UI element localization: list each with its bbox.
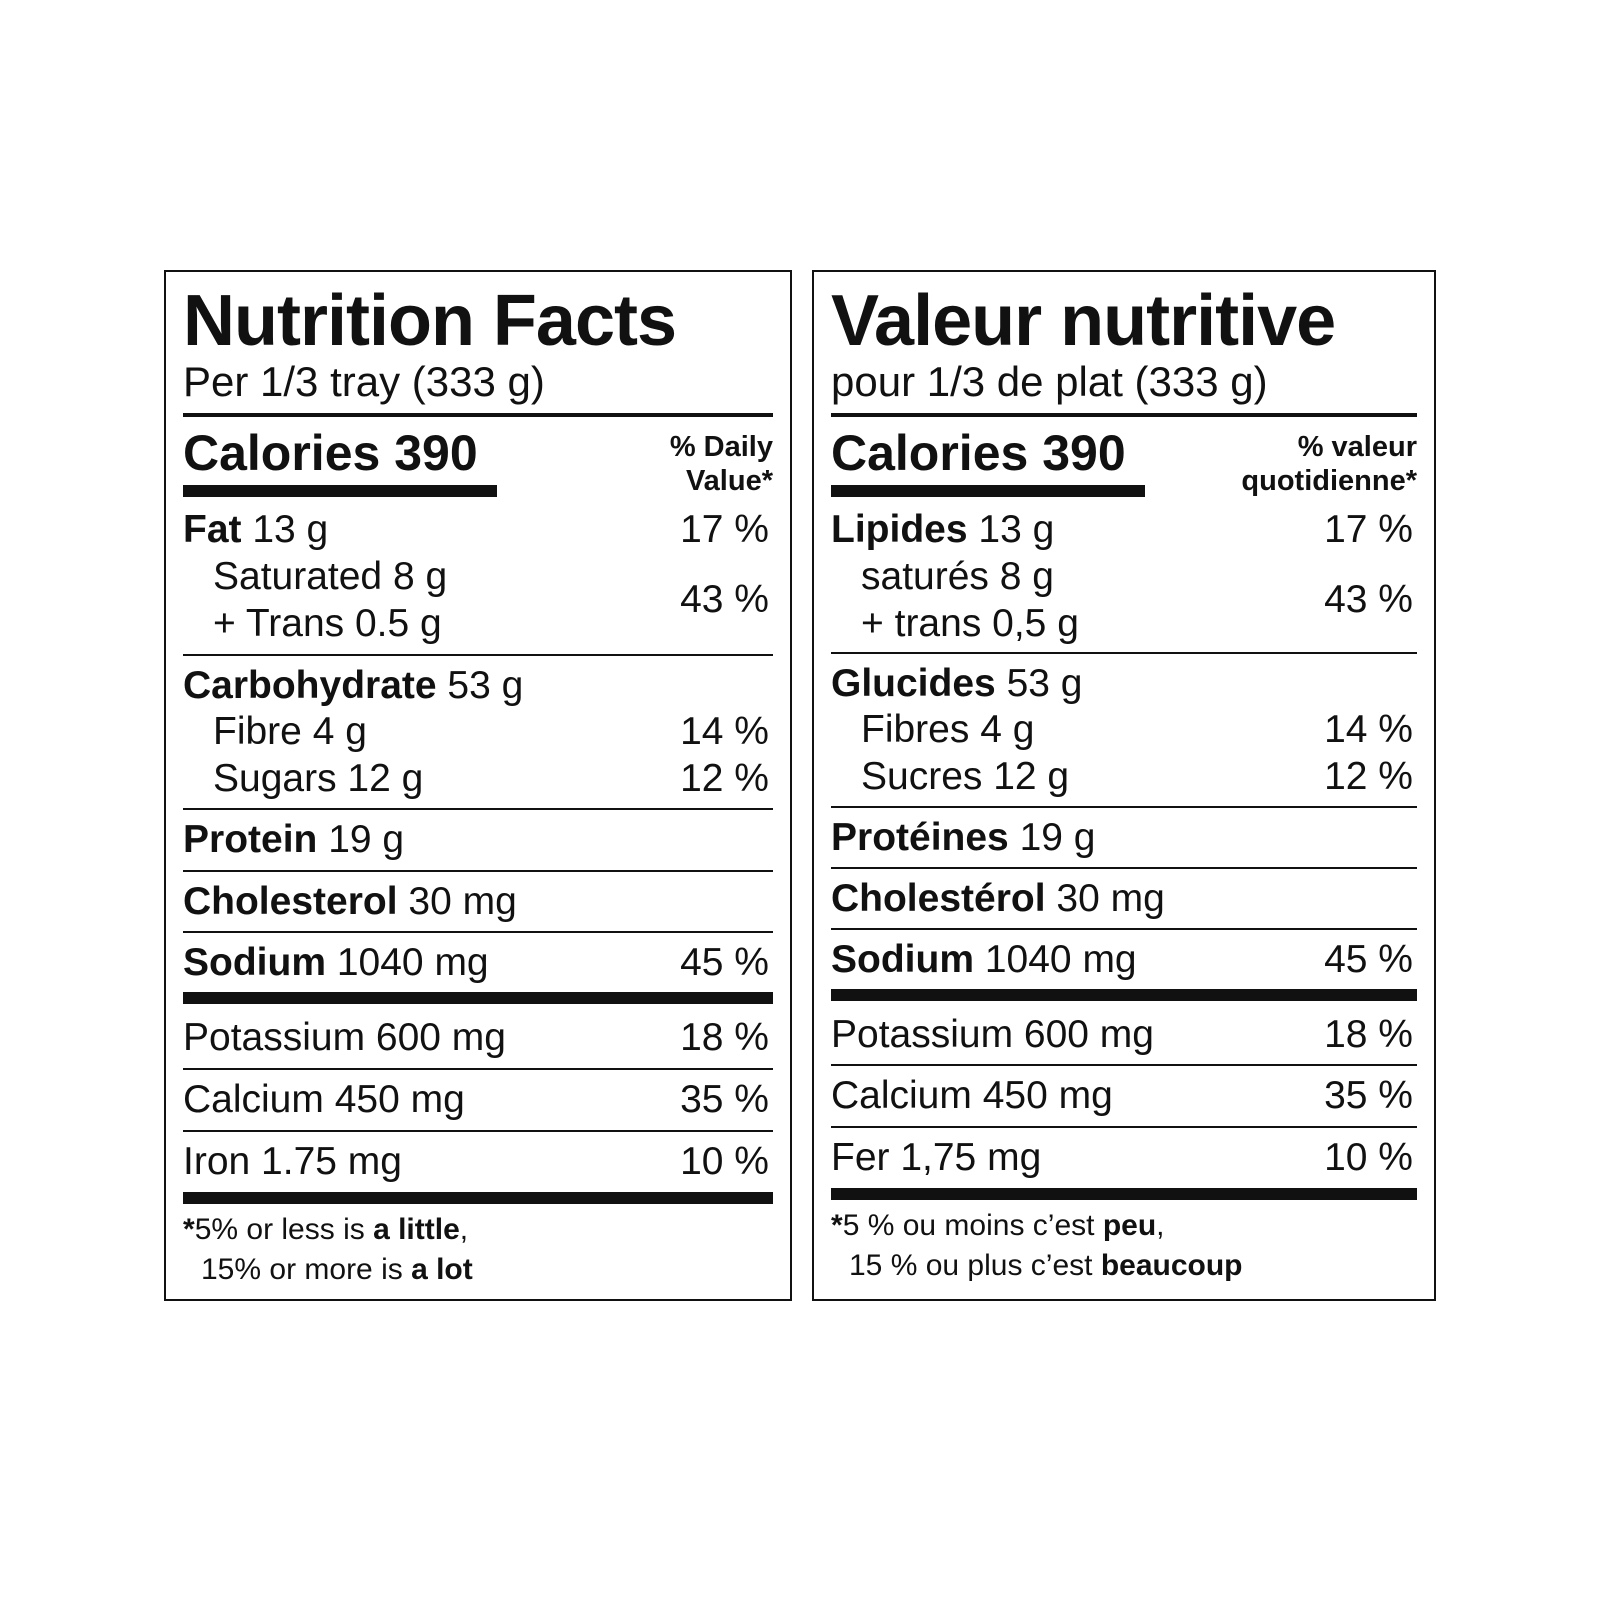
potassium-row: Potassium 600 mg xyxy=(831,1013,1154,1056)
divider xyxy=(183,808,773,810)
divider xyxy=(831,806,1417,808)
trans-row: + Trans 0.5 g xyxy=(213,602,442,645)
fat-percent: 17 % xyxy=(1324,508,1413,551)
cholesterol-row: Cholesterol 30 mg xyxy=(183,880,517,923)
fat-percent: 17 % xyxy=(680,508,769,551)
cholesterol-row: Cholestérol 30 mg xyxy=(831,877,1165,920)
protein-row: Protein 19 g xyxy=(183,818,405,861)
carbohydrate-row: Glucides 53 g xyxy=(831,662,1083,705)
divider xyxy=(831,928,1417,930)
trans-row: + trans 0,5 g xyxy=(861,602,1079,645)
divider xyxy=(831,867,1417,869)
panel-title: Nutrition Facts xyxy=(183,281,677,361)
divider xyxy=(831,1126,1417,1128)
serving-size: pour 1/3 de plat (333 g) xyxy=(831,358,1268,405)
nutrition-facts-panel-english: Nutrition Facts Per 1/3 tray (333 g) Cal… xyxy=(164,270,792,1301)
calories-label: Calories 390 xyxy=(183,425,478,481)
fat-row: Lipides 13 g xyxy=(831,508,1055,551)
divider xyxy=(831,413,1417,417)
iron-percent: 10 % xyxy=(680,1140,769,1183)
calories-label: Calories 390 xyxy=(831,425,1126,481)
divider xyxy=(183,654,773,656)
thick-divider xyxy=(831,1188,1417,1200)
potassium-row: Potassium 600 mg xyxy=(183,1016,506,1059)
thick-divider xyxy=(831,989,1417,1001)
daily-value-header: % valeur quotidienne* xyxy=(1241,431,1417,497)
footnote: *5 % ou moins c’est peu, 15 % ou plus c’… xyxy=(831,1209,1243,1282)
sugars-row: Sucres 12 g xyxy=(861,755,1070,798)
serving-size: Per 1/3 tray (333 g) xyxy=(183,358,545,405)
iron-row: Fer 1,75 mg xyxy=(831,1136,1042,1179)
calories-underline xyxy=(183,485,497,497)
nutrition-facts-panel-french: Valeur nutritive pour 1/3 de plat (333 g… xyxy=(812,270,1436,1301)
divider xyxy=(183,1130,773,1132)
footnote: *5% or less is a little, 15% or more is … xyxy=(183,1213,473,1286)
thick-divider xyxy=(183,992,773,1004)
sodium-row: Sodium 1040 mg xyxy=(183,941,489,984)
divider xyxy=(831,1064,1417,1066)
saturated-trans-percent: 43 % xyxy=(1324,578,1413,621)
calcium-row: Calcium 450 mg xyxy=(183,1078,465,1121)
saturated-row: Saturated 8 g xyxy=(213,555,448,598)
carbohydrate-row: Carbohydrate 53 g xyxy=(183,664,524,707)
iron-percent: 10 % xyxy=(1324,1136,1413,1179)
divider xyxy=(183,1068,773,1070)
saturated-row: saturés 8 g xyxy=(861,555,1054,598)
divider xyxy=(183,931,773,933)
thick-divider xyxy=(183,1192,773,1204)
protein-row: Protéines 19 g xyxy=(831,816,1096,859)
saturated-trans-percent: 43 % xyxy=(680,578,769,621)
divider xyxy=(183,870,773,872)
calcium-percent: 35 % xyxy=(680,1078,769,1121)
fibre-percent: 14 % xyxy=(680,710,769,753)
sugars-percent: 12 % xyxy=(1324,755,1413,798)
daily-value-header: % Daily Value* xyxy=(669,431,773,497)
potassium-percent: 18 % xyxy=(680,1016,769,1059)
fibre-percent: 14 % xyxy=(1324,708,1413,751)
sodium-row: Sodium 1040 mg xyxy=(831,938,1137,981)
potassium-percent: 18 % xyxy=(1324,1013,1413,1056)
divider xyxy=(831,652,1417,654)
fibre-row: Fibres 4 g xyxy=(861,708,1035,751)
sugars-percent: 12 % xyxy=(680,757,769,800)
iron-row: Iron 1.75 mg xyxy=(183,1140,402,1183)
sugars-row: Sugars 12 g xyxy=(213,757,424,800)
sodium-percent: 45 % xyxy=(1324,938,1413,981)
calcium-percent: 35 % xyxy=(1324,1074,1413,1117)
fat-row: Fat 13 g xyxy=(183,508,329,551)
calories-underline xyxy=(831,485,1145,497)
calcium-row: Calcium 450 mg xyxy=(831,1074,1113,1117)
fibre-row: Fibre 4 g xyxy=(213,710,367,753)
panel-title: Valeur nutritive xyxy=(831,281,1336,361)
sodium-percent: 45 % xyxy=(680,941,769,984)
divider xyxy=(183,413,773,417)
